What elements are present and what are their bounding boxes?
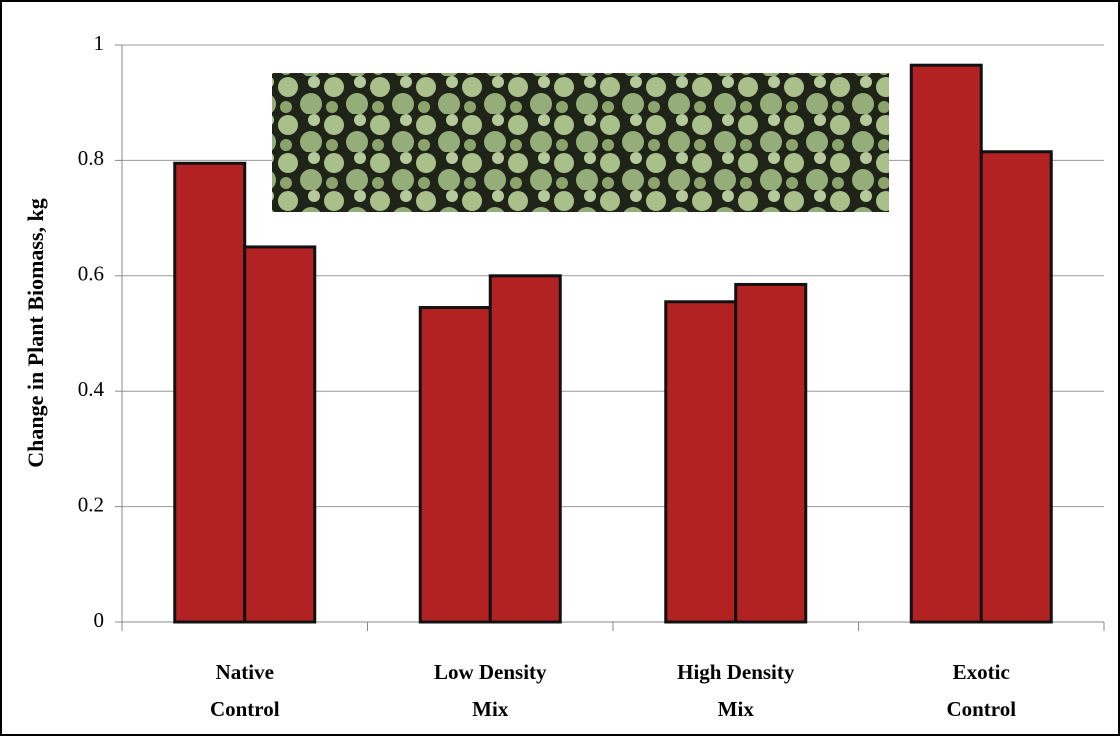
y-tick-label: 0.6	[78, 262, 104, 286]
bar-layer	[173, 63, 1053, 624]
bar	[979, 150, 1053, 624]
x-tick-label: Control	[946, 697, 1016, 721]
x-tick-label: Mix	[472, 697, 509, 721]
bar	[418, 306, 492, 624]
y-axis-label: Change in Plant Biomass, kg	[23, 198, 48, 468]
x-tick-label: Control	[210, 697, 280, 721]
y-tick-label: 0.2	[78, 492, 104, 516]
bar	[734, 282, 808, 624]
y-tick-label: 0.4	[78, 377, 105, 401]
bar	[909, 63, 983, 624]
bar	[243, 245, 317, 624]
y-tick-label: 0	[94, 608, 105, 632]
y-tick-label: 0.8	[78, 146, 104, 170]
x-tick-label: High Density	[677, 660, 795, 684]
y-tick-label: 1	[94, 31, 105, 55]
plant-photo	[272, 73, 889, 212]
x-tick-label: Exotic	[953, 660, 1010, 684]
x-tick-label: Native	[216, 660, 274, 684]
x-tick-label: Mix	[718, 697, 755, 721]
bar	[488, 274, 562, 624]
x-tick-label: Low Density	[434, 660, 547, 684]
bar	[664, 300, 738, 624]
bar	[173, 161, 247, 624]
